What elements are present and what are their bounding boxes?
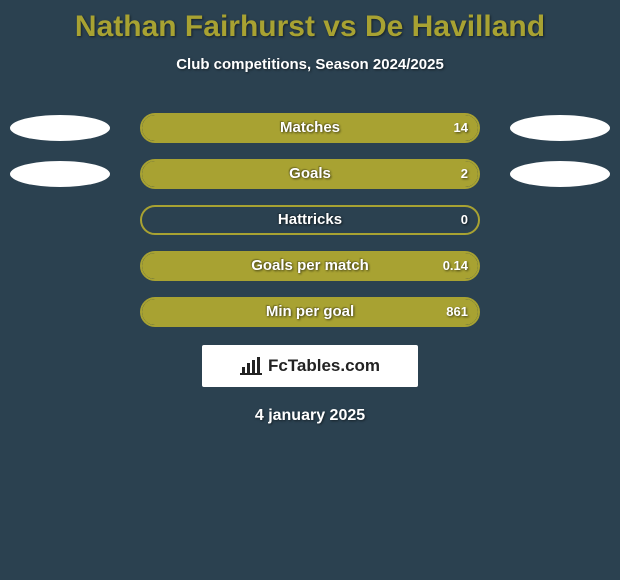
stat-label: Goals	[142, 161, 478, 187]
brand-label: FcTables.com	[268, 356, 380, 376]
stat-row: Hattricks0	[0, 205, 620, 235]
stat-value: 2	[461, 161, 468, 187]
stat-label: Min per goal	[142, 299, 478, 325]
right-avatar-ellipse	[510, 115, 610, 141]
stat-row: Matches14	[0, 113, 620, 143]
footer-date: 4 january 2025	[0, 407, 620, 425]
stat-bar: Min per goal861	[140, 297, 480, 327]
bar-chart-icon	[240, 357, 262, 375]
stat-bar: Goals per match0.14	[140, 251, 480, 281]
stats-container: Matches14 Goals2 Hattricks0 Goals per match…	[0, 113, 620, 327]
left-avatar-ellipse	[10, 161, 110, 187]
stat-row: Goals2	[0, 159, 620, 189]
stat-bar: Goals2	[140, 159, 480, 189]
right-avatar-ellipse	[510, 161, 610, 187]
stat-value: 861	[446, 299, 468, 325]
stat-value: 14	[454, 115, 468, 141]
stat-value: 0	[461, 207, 468, 233]
left-avatar-ellipse	[10, 115, 110, 141]
stat-label: Hattricks	[142, 207, 478, 233]
page-subtitle: Club competitions, Season 2024/2025	[0, 56, 620, 73]
stat-row: Goals per match0.14	[0, 251, 620, 281]
stat-bar: Hattricks0	[140, 205, 480, 235]
stat-label: Goals per match	[142, 253, 478, 279]
stat-row: Min per goal861	[0, 297, 620, 327]
stat-value: 0.14	[443, 253, 468, 279]
page-title: Nathan Fairhurst vs De Havilland	[0, 0, 620, 44]
stat-label: Matches	[142, 115, 478, 141]
brand-box[interactable]: FcTables.com	[202, 345, 418, 387]
stat-bar: Matches14	[140, 113, 480, 143]
